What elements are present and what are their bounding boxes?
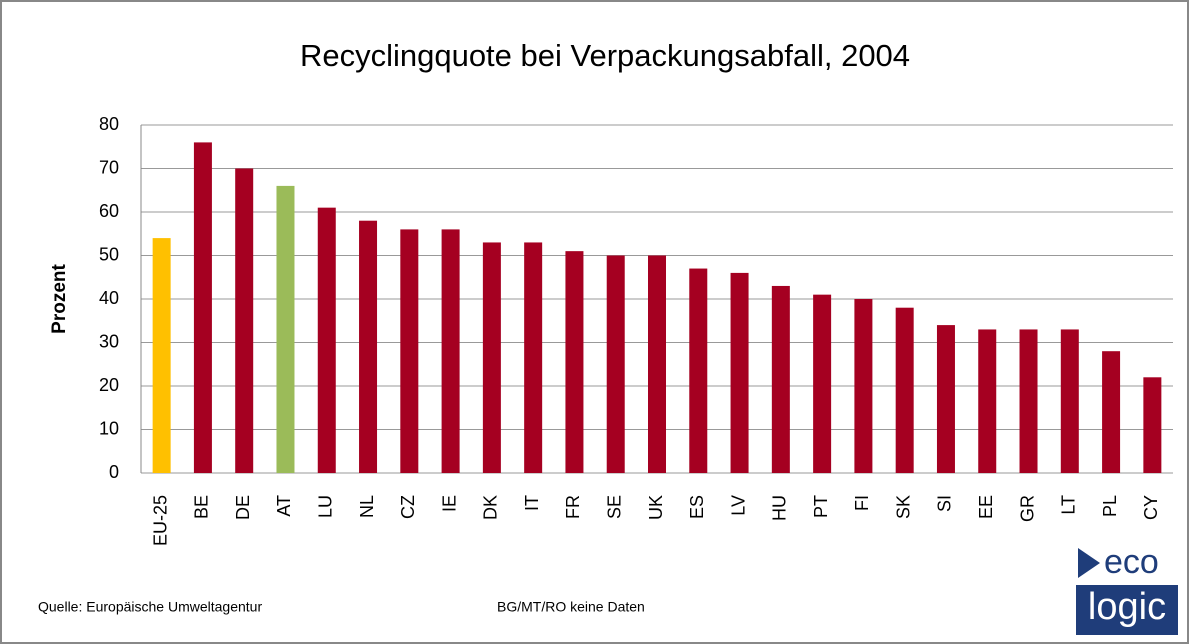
y-tick-label: 40: [99, 288, 119, 308]
x-tick-label: SE: [604, 495, 624, 519]
x-tick-label: CY: [1141, 495, 1161, 520]
bar: [565, 251, 584, 473]
x-tick-label: IT: [522, 495, 542, 511]
y-tick-label: 10: [99, 418, 119, 438]
bar: [606, 255, 625, 473]
y-axis-label: Prozent: [49, 263, 70, 333]
x-tick-label: EE: [976, 495, 996, 519]
logo: eco logic: [1076, 543, 1178, 635]
bar: [359, 220, 378, 473]
x-tick-label: HU: [770, 495, 790, 521]
bar: [1102, 351, 1121, 473]
x-tick-label: SI: [935, 495, 955, 512]
x-tick-label: DK: [481, 495, 501, 520]
bar: [689, 268, 708, 473]
bar: [400, 229, 419, 473]
bar: [317, 207, 336, 473]
x-tick-label: NL: [357, 495, 377, 518]
x-tick-label: LU: [316, 495, 336, 518]
y-tick-label: 70: [99, 157, 119, 177]
x-tick-label: DE: [233, 495, 253, 520]
y-tick-label: 20: [99, 375, 119, 395]
bar: [193, 142, 212, 473]
y-tick-label: 60: [99, 201, 119, 221]
x-tick-label: CZ: [398, 495, 418, 519]
x-tick-label: UK: [646, 495, 666, 520]
bar: [1143, 377, 1162, 473]
bar: [895, 307, 914, 473]
chart-title: Recyclingquote bei Verpackungsabfall, 20…: [300, 38, 910, 73]
x-tick-label: LT: [1059, 495, 1079, 515]
x-tick-label: ES: [687, 495, 707, 519]
x-tick-label: LV: [728, 495, 748, 516]
bar: [276, 185, 295, 473]
bar: [235, 168, 254, 473]
bar: [524, 242, 543, 473]
bar: [152, 238, 171, 473]
logo-text: eco: [1104, 543, 1159, 581]
x-tick-label: AT: [274, 495, 294, 517]
y-tick-label: 30: [99, 331, 119, 351]
logo-box: [1076, 585, 1178, 635]
x-tick-label: FI: [852, 495, 872, 511]
bar: [1019, 329, 1038, 473]
y-tick-label: 50: [99, 244, 119, 264]
bar: [771, 285, 790, 473]
x-tick-label: SK: [893, 495, 913, 519]
y-tick-label: 0: [109, 462, 119, 482]
bar: [1060, 329, 1079, 473]
bar: [482, 242, 501, 473]
y-tick-label: 80: [99, 114, 119, 134]
bar: [648, 255, 666, 473]
x-tick-label: PT: [811, 495, 831, 518]
logo-arrow: [1078, 548, 1100, 578]
x-tick-label: PL: [1100, 495, 1120, 517]
note: BG/MT/RO keine Daten: [497, 599, 645, 615]
bar: [813, 294, 832, 473]
bar: [854, 299, 873, 473]
x-tick-label: FR: [563, 495, 583, 519]
logo-text: logic: [1088, 586, 1166, 628]
x-tick-label: GR: [1017, 495, 1037, 522]
x-tick-label: BE: [192, 495, 212, 519]
bar: [978, 329, 997, 473]
bar: [936, 325, 955, 473]
bar: [730, 272, 749, 473]
x-tick-label: IE: [439, 495, 459, 512]
source: Quelle: Europäische Umweltagentur: [38, 599, 262, 615]
bar: [441, 229, 460, 473]
x-tick-label: EU-25: [150, 495, 170, 546]
